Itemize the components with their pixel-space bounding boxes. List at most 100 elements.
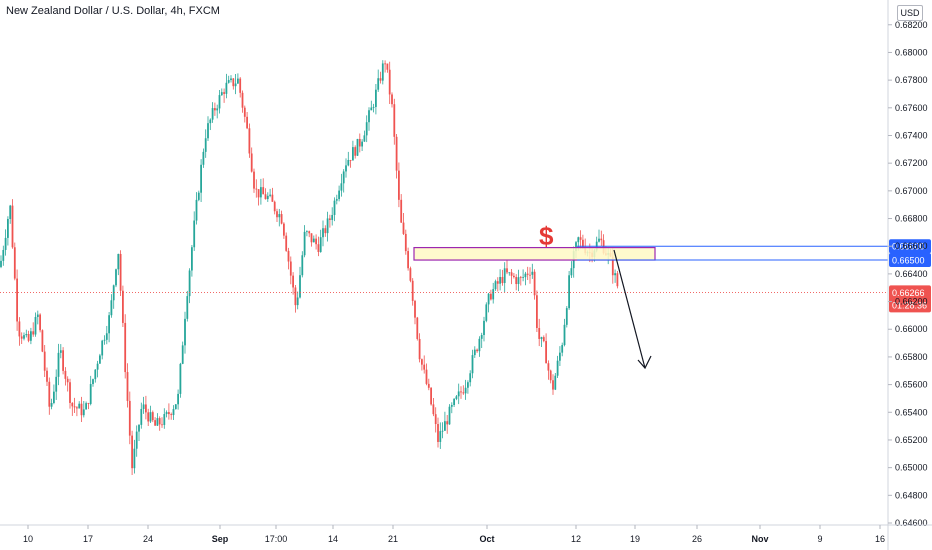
candle-body [181,345,184,364]
candle-body [559,352,561,361]
candle-body [227,80,230,83]
candle-body [276,211,278,218]
candle-body [582,239,584,248]
candle-body [439,431,442,442]
candle-body [168,412,170,415]
candle-body [568,275,570,309]
candle-body [271,194,274,202]
candle-body [7,218,9,238]
price-tick-label: 0.64600 [895,518,928,528]
candle-body [269,194,271,196]
candle-body [460,391,462,393]
candle-body [11,205,14,248]
candle-body [105,333,108,340]
candle-body [223,92,225,94]
candle-body [253,171,255,189]
time-axis[interactable]: 10 17 24 Sep 17:00 14 21 Oct 12 19 26 Nov 9 16 [0,524,932,544]
candle-body [218,95,221,109]
time-tick-label: 17 [83,534,93,544]
candle-body [115,269,117,286]
candle-body [39,314,41,331]
candle-body [423,364,426,370]
candle-body [600,238,603,241]
candle-body [112,285,115,301]
candle-body [82,409,85,416]
candle-body [384,63,386,65]
candle-body [188,270,191,297]
candle-body [147,412,150,422]
candle-body [524,273,527,278]
candle-body [154,420,156,426]
candle-body [457,391,460,397]
candle-body [570,268,573,276]
price-axis[interactable]: 0.68200 0.68000 0.67800 0.67600 0.67400 0.672… [887,0,928,550]
candle-body [338,190,340,200]
candle-body [437,424,439,442]
candle-body [375,89,377,107]
price-tick-label: 0.66000 [895,324,928,334]
candle-body [124,322,127,373]
candle-body [480,335,483,339]
candle-body [299,275,301,298]
candle-body [73,406,76,408]
candle-body [450,405,453,407]
candle-body [138,424,140,432]
candle-body [239,78,242,93]
candle-body [575,242,577,252]
candle-body [453,398,455,406]
candle-body [0,260,2,267]
candle-body [352,147,354,161]
horizontal-levels[interactable]: 0.66600 0.66500 0.66266 01:28:36 [0,239,931,313]
candle-body [34,317,37,335]
time-tick-label: 9 [817,534,822,544]
candle-body [135,431,138,449]
candle-body [319,237,322,252]
candle-body [519,277,522,279]
candle-body [340,183,343,191]
candle-body [172,409,175,416]
candle-body [207,123,209,139]
time-tick-label: 16 [875,534,885,544]
time-tick-label: 14 [328,534,338,544]
candle-body [448,406,451,425]
time-tick-label: Sep [212,534,229,544]
candle-body [506,268,508,273]
currency-badge[interactable]: USD [897,5,923,21]
candle-body [501,277,504,284]
candle-body [220,92,223,96]
price-tick-label: 0.66600 [895,241,928,251]
candle-body [156,418,159,426]
candle-body [379,78,382,81]
candle-body [262,187,265,195]
resistance-zone-rect[interactable] [413,246,656,261]
candle-body [409,268,412,281]
time-tick-label: 21 [388,534,398,544]
candle-body [287,250,290,262]
candle-body [301,255,304,276]
candle-body [425,369,428,384]
price-tick-label: 0.64800 [895,490,928,500]
candle-body [193,220,196,248]
candle-body [404,233,407,252]
candle-body [184,318,186,346]
price-tick-label: 0.68000 [895,47,928,57]
candle-body [174,404,177,410]
candle-body [36,314,39,318]
candle-body [467,382,469,388]
resistance-zone[interactable] [413,246,656,261]
candle-body [250,153,253,172]
candle-body [326,218,329,234]
candle-body [358,138,361,147]
candle-body [161,424,163,426]
candle-body [446,421,449,425]
candle-body [611,256,614,276]
candle-body [547,363,550,371]
candle-body [552,380,554,390]
candle-body [117,253,120,270]
candle-body [9,205,12,219]
candle-body [522,277,524,278]
candle-body [87,403,90,404]
candle-body [407,251,409,269]
candle-body [50,402,53,407]
